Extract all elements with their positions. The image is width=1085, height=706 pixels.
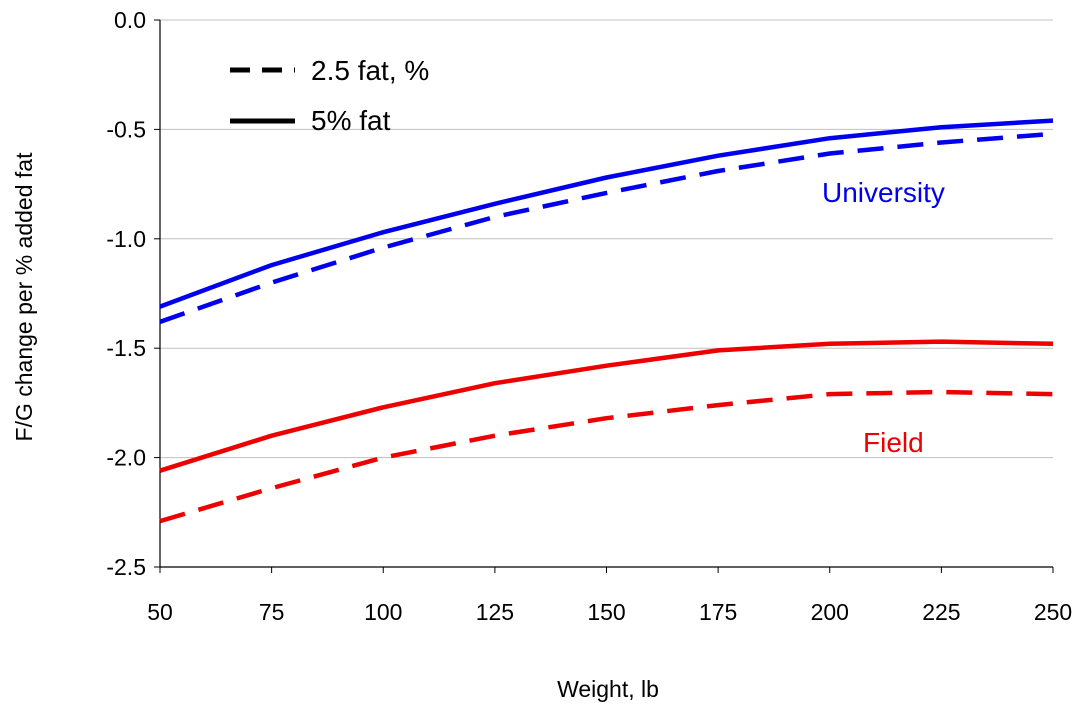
y-tick-label: -1.0 — [106, 226, 146, 252]
x-tick-label: 175 — [699, 599, 737, 625]
series-line-field-solid — [159, 339, 1054, 473]
x-tick-label: 200 — [811, 599, 849, 625]
x-tick-label: 50 — [147, 599, 173, 625]
plot-area — [159, 118, 1054, 524]
y-tick-label: -2.0 — [106, 445, 146, 471]
legend: 2.5 fat, % 5% fat — [230, 55, 429, 136]
tick-labels: 0.0 -0.5 -1.0 -1.5 -2.0 -2.550 75 100 125 150 175 2… — [106, 7, 1072, 625]
legend-label-dashed: 2.5 fat, % — [311, 55, 429, 86]
legend-label-solid: 5% fat — [311, 105, 391, 136]
x-tick-label: 150 — [587, 599, 625, 625]
annotation-university: University — [822, 177, 945, 208]
x-tick-label: 125 — [476, 599, 514, 625]
y-tick-label: -2.5 — [106, 554, 146, 580]
x-tick-label: 250 — [1034, 599, 1072, 625]
x-tick-label: 225 — [922, 599, 960, 625]
y-tick-label: -0.5 — [106, 116, 146, 142]
series-line-university-solid — [159, 118, 1054, 309]
series-line-university-dashed — [159, 131, 1054, 325]
axes — [154, 19, 1054, 573]
y-tick-label: 0.0 — [114, 7, 146, 33]
x-axis-title: Weight, lb — [557, 676, 659, 702]
annotation-field: Field — [863, 427, 924, 458]
x-tick-label: 75 — [259, 599, 285, 625]
series-line-field-dashed — [159, 389, 1054, 524]
y-tick-label: -1.5 — [106, 335, 146, 361]
y-axis-title: F/G change per % added fat — [11, 152, 37, 442]
x-tick-label: 100 — [364, 599, 402, 625]
